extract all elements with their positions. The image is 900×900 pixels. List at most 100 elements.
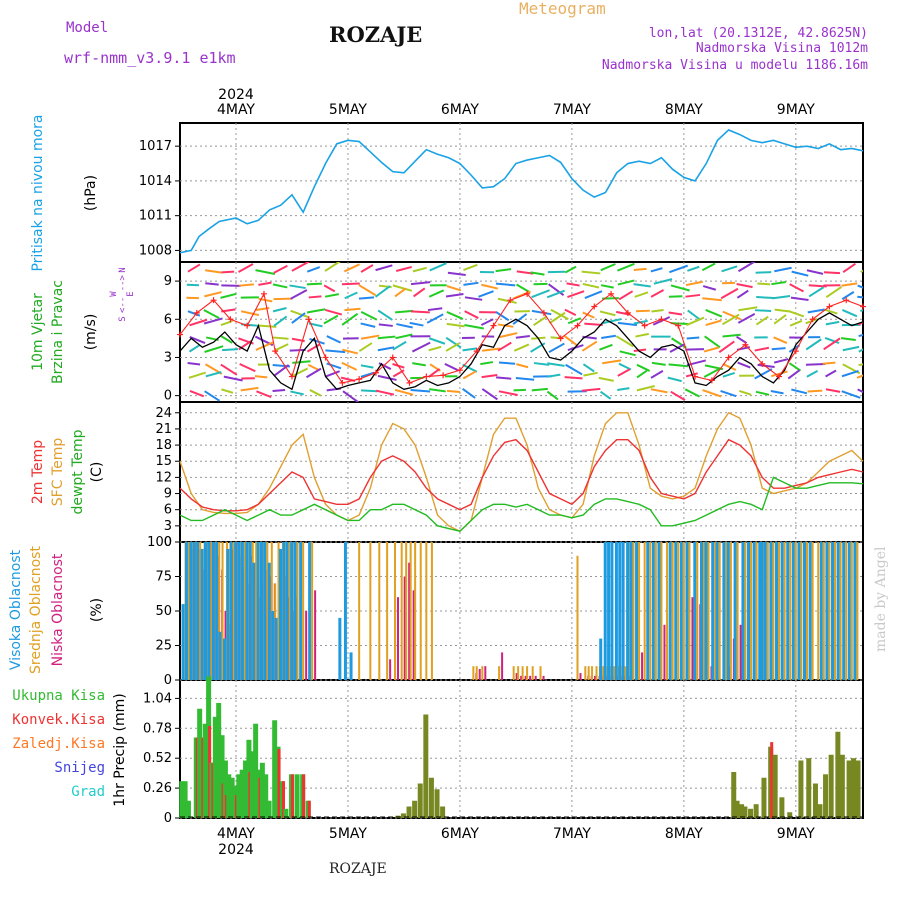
cloud-bar-high	[775, 542, 779, 680]
cloud-bar-mid	[729, 542, 732, 680]
wind-arrow	[481, 388, 498, 401]
cloud-bar-mid	[772, 542, 775, 680]
wind-arrow	[617, 368, 631, 377]
cloud-bar-high	[184, 542, 188, 680]
wind-gust-marker	[742, 341, 749, 348]
wind-arrow	[788, 310, 805, 318]
cloud-bar-mid	[682, 542, 685, 680]
wind-arrow	[841, 282, 858, 287]
wind-arrow	[823, 337, 841, 351]
wind-arrow	[546, 390, 559, 401]
wind-arrow	[445, 336, 462, 349]
wind-arrow	[617, 262, 635, 272]
wind-speed-line	[179, 312, 864, 391]
y-tick-label: 12	[155, 470, 172, 485]
y-tick-label: 9	[164, 274, 172, 289]
wind-arrow	[394, 287, 407, 298]
precip-bar-total	[812, 783, 818, 818]
cloud-bar-mid	[800, 542, 803, 680]
y-tick-label: 50	[155, 604, 172, 619]
wind-arrow	[807, 389, 823, 393]
cloud-bar-mid	[839, 542, 842, 680]
cloud-bar-high	[259, 542, 263, 680]
wind-arrow	[240, 310, 260, 317]
wind-arrow	[498, 390, 518, 396]
wind-gust-marker	[675, 322, 682, 329]
wind-arrow	[806, 370, 819, 378]
cloud-bar-high	[271, 611, 275, 680]
wind-arrow	[600, 263, 616, 272]
wind-gust-marker	[356, 376, 363, 383]
wind-arrow	[358, 284, 377, 297]
wind-arrow	[671, 337, 687, 349]
cloud-bar-mid	[277, 542, 280, 680]
x-tick-label-top: 8MAY	[665, 102, 703, 118]
wind-arrow	[598, 376, 614, 382]
wind-arrow	[205, 269, 222, 274]
wind-arrow	[187, 361, 201, 366]
cloud-bar-mid	[386, 542, 389, 680]
precip-bar-total	[855, 760, 861, 818]
wind-arrow	[650, 388, 668, 394]
wind-arrow	[324, 262, 341, 272]
wind-arrow	[619, 350, 636, 357]
cloud-bar-mid	[806, 542, 809, 680]
wind-arrow	[344, 291, 358, 300]
cloud-bar-mid	[707, 542, 710, 680]
wind-arrow	[326, 335, 342, 344]
wind-gust-marker	[826, 303, 833, 310]
wind-gust-marker	[272, 348, 279, 355]
wind-arrow	[361, 389, 378, 393]
wind-arrow	[291, 262, 310, 272]
wind-arrow	[566, 282, 580, 287]
cloud-bar-mid	[755, 542, 758, 680]
wind-arrow	[757, 363, 775, 368]
cloud-bar-mid	[817, 542, 820, 680]
cloud-bar-high	[758, 542, 762, 680]
wind-arrow	[203, 317, 223, 325]
wind-arrow	[617, 387, 630, 391]
wind-arrow	[684, 388, 700, 398]
wind-gust-marker	[641, 322, 648, 329]
cloud-bar-mid	[834, 542, 837, 680]
wind-arrow	[358, 296, 375, 300]
cloud-bar-high	[657, 542, 661, 680]
wind-arrow	[702, 389, 722, 398]
wind-arrow	[255, 341, 274, 351]
wind-arrow	[757, 282, 771, 286]
cloud-bar-high	[189, 542, 193, 680]
wind-arrow	[412, 362, 426, 367]
cloud-bar-high	[651, 542, 655, 680]
wind-arrow	[823, 271, 841, 275]
precip-bar-total	[428, 777, 434, 818]
wind-arrow	[220, 292, 237, 299]
cloud-bar-mid	[778, 542, 781, 680]
wind-arrow	[395, 309, 414, 314]
wind-arrow	[856, 374, 863, 379]
wind-arrow	[220, 363, 238, 376]
wind-arrow	[323, 284, 336, 293]
cloud-bar-mid	[789, 542, 792, 680]
cloud-bar-mid	[512, 666, 515, 680]
panel-frame	[179, 122, 864, 263]
wind-arrow	[306, 343, 321, 353]
cloud-bar-high	[693, 542, 697, 680]
y-tick-label: 6	[164, 503, 172, 518]
wind-arrow	[686, 359, 706, 367]
y-tick-label: 1014	[139, 174, 172, 189]
wind-arrow	[601, 334, 616, 339]
wind-arrow	[392, 369, 405, 378]
wind-arrow	[599, 390, 612, 400]
wind-gust-marker	[406, 379, 413, 386]
cloud-bar-high	[769, 542, 773, 680]
precip-bar-convective	[302, 774, 306, 818]
wind-gust-line	[179, 292, 864, 384]
cloud-bar-mid	[632, 542, 635, 680]
precip-bar-total	[742, 806, 748, 818]
wind-gust-marker	[490, 322, 497, 329]
wind-arrow	[860, 309, 863, 312]
cloud-bar-mid	[845, 542, 848, 680]
cloud-bar-mid	[517, 666, 520, 680]
cloud-bar-high	[607, 542, 611, 680]
wind-arrow	[482, 347, 501, 352]
